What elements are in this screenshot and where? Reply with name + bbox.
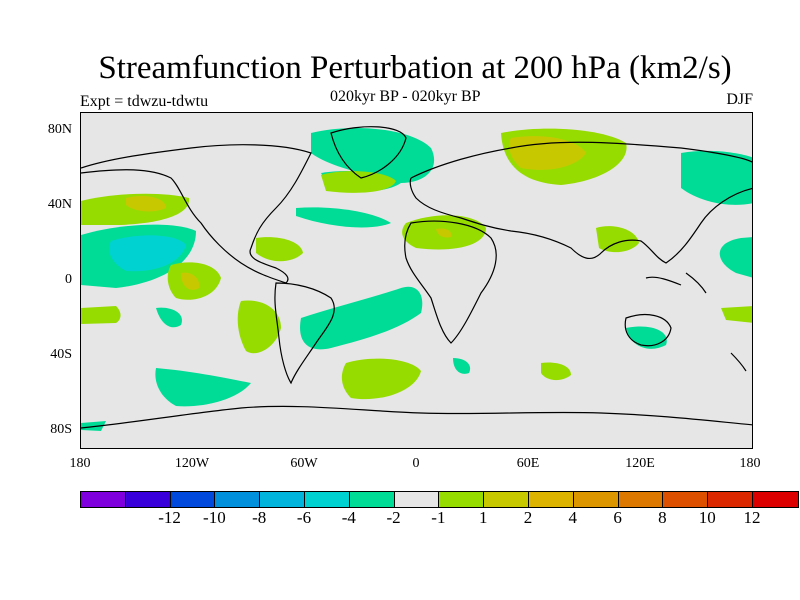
contour-region [341, 358, 421, 400]
colorbar-label: 4 [568, 508, 578, 527]
contour-region [109, 235, 186, 272]
colorbar [80, 491, 799, 508]
lon-tick-label: 60W [290, 456, 318, 471]
coastline-eurasia [409, 141, 752, 264]
coastline-antarctica [81, 405, 752, 429]
lon-tick-label: 180 [739, 456, 761, 471]
lon-tick-label: 120W [174, 456, 210, 471]
season-label: DJF [726, 91, 753, 108]
colorbar-swatch [349, 492, 395, 507]
coastline-new-zealand [730, 352, 747, 372]
colorbar-swatch [752, 492, 798, 507]
colorbar-label: 12 [743, 508, 761, 527]
coastline-indonesia [645, 272, 707, 294]
coastline-australia [624, 314, 672, 347]
coastline-north-america [81, 144, 312, 284]
contour-region [81, 421, 106, 431]
lat-tick-label: 80N [47, 122, 72, 137]
colorbar-swatch [484, 492, 529, 507]
lon-tick-label: 60E [516, 456, 540, 471]
lat-tick-label: 40S [50, 347, 72, 362]
lat-tick-label: 40N [47, 197, 72, 212]
contour-region [321, 171, 396, 193]
colorbar-swatch [81, 492, 126, 507]
lat-tick-label: 80S [50, 422, 72, 437]
contour-region [509, 136, 586, 170]
colorbar-label: -2 [386, 508, 401, 527]
contour-region [256, 237, 303, 262]
colorbar-label: 2 [523, 508, 533, 527]
colorbar-label: -12 [158, 508, 181, 527]
colorbar-swatch [439, 492, 485, 507]
contour-region [237, 300, 281, 354]
lon-tick-label: 0 [412, 456, 420, 471]
colorbar-swatch [260, 492, 305, 507]
coastline-greenland [330, 126, 407, 179]
colorbar-label: -4 [341, 508, 356, 527]
colorbar-label: -1 [431, 508, 446, 527]
colorbar-swatch [215, 492, 261, 507]
colorbar-swatch [663, 492, 709, 507]
contour-region [721, 306, 752, 323]
experiment-label: Expt = tdwzu-tdwtu [80, 93, 209, 110]
lat-tick-label: 0 [65, 272, 72, 287]
contour-region [81, 306, 121, 324]
lon-tick-label: 120E [625, 456, 655, 471]
colorbar-swatch [618, 492, 664, 507]
colorbar-label: 1 [478, 508, 488, 527]
colorbar-swatch [125, 492, 171, 507]
contour-region [300, 286, 423, 350]
map-panel [80, 112, 753, 449]
plot-title: Streamfunction Perturbation at 200 hPa (… [98, 50, 732, 86]
contour-region [596, 226, 639, 253]
colorbar-swatch [573, 492, 619, 507]
colorbar-swatch [394, 492, 440, 507]
lon-tick-label: 180 [69, 456, 91, 471]
map-canvas [81, 126, 752, 431]
colorbar-swatch [708, 492, 753, 507]
contour-region [296, 207, 391, 228]
contour-region [155, 368, 251, 407]
contour-region [719, 237, 752, 278]
plot-subtitle: 020kyr BP - 020kyr BP [330, 88, 481, 105]
contour-region [181, 272, 200, 290]
colorbar-label: -10 [203, 508, 226, 527]
contour-region [541, 362, 571, 381]
contour-region [126, 196, 166, 212]
colorbar-swatch [170, 492, 216, 507]
colorbar-swatch [528, 492, 574, 507]
contour-region [311, 128, 435, 183]
contour-region [436, 228, 452, 238]
colorbar-label: 8 [658, 508, 667, 527]
colorbar-label: -8 [252, 508, 267, 527]
contour-region [453, 358, 471, 374]
coastline-south-america [274, 282, 335, 385]
colorbar-swatch [304, 492, 350, 507]
colorbar-label: 6 [613, 508, 622, 527]
colorbar-label: 10 [698, 508, 716, 527]
colorbar-label: -6 [296, 508, 312, 527]
contour-region [156, 307, 182, 328]
contour-region [681, 150, 752, 205]
coastline-africa [404, 220, 497, 344]
